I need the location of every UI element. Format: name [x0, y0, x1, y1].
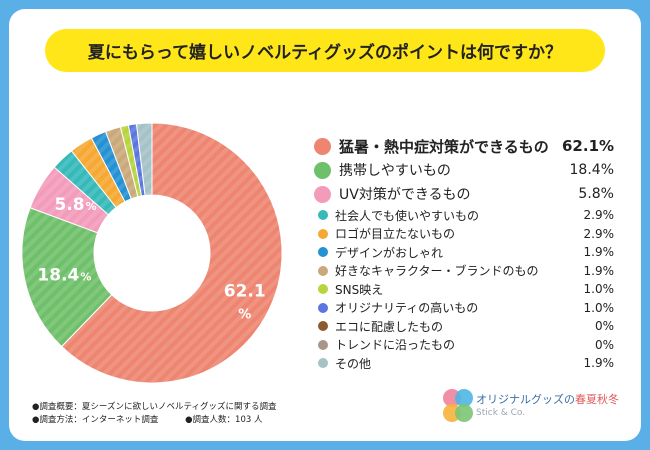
slice-unit-1: % — [80, 270, 91, 283]
legend-dot-7 — [318, 284, 328, 294]
legend-label-0: 猛暑・熱中症対策ができるもの — [339, 137, 549, 156]
legend-dot-11 — [318, 358, 328, 368]
brand-name-accent: 春夏秋冬 — [575, 393, 619, 406]
slice-pattern-5 — [91, 131, 132, 202]
legend-label-7: SNS映え — [335, 282, 384, 297]
slice-pattern-2 — [30, 167, 109, 233]
legend-label-11: その他 — [335, 356, 372, 371]
slice-pattern-8 — [128, 123, 146, 196]
slice-pattern-11 — [136, 123, 152, 196]
legend-value-8: 1.0% — [583, 300, 615, 315]
legend-value-6: 1.9% — [583, 263, 615, 278]
slice-label-0: 62.1 — [224, 281, 266, 301]
slice-pattern-4 — [71, 137, 125, 208]
legend-label-8: オリジナリティの高いもの — [335, 301, 479, 315]
logo-circle-summer — [455, 389, 473, 407]
legend-value-10: 0% — [594, 337, 614, 352]
legend-dot-5 — [318, 247, 328, 257]
legend-dot-2 — [314, 185, 331, 203]
legend-dot-1 — [314, 161, 331, 179]
legend-label-1: 携帯しやすいもの — [339, 163, 451, 179]
survey-overview: ●調査概要：夏シーズンに欲しいノベルティグッズに関する調査 — [32, 402, 277, 412]
legend-value-4: 2.9% — [583, 226, 615, 241]
slice-label-2: 5.8 — [55, 195, 85, 215]
legend-label-6: 好きなキャラクター・ブランドのもの — [335, 264, 539, 278]
legend-dot-10 — [318, 339, 328, 350]
legend-item-11: その他 1.9% — [318, 355, 614, 371]
legend-value-9: 0% — [594, 319, 614, 333]
brand-name: オリジナルグッズの春夏秋冬 — [476, 391, 619, 407]
legend-value-1: 18.4% — [569, 162, 614, 178]
legend-item-0: 猛暑・熱中症対策ができるもの 62.1% — [314, 136, 614, 156]
legend-item-3: 社会人でも使いやすいもの 2.9% — [318, 207, 614, 223]
legend-dot-6 — [318, 265, 328, 276]
survey-count: ●調査人数：103 人 — [185, 415, 263, 425]
legend-item-7: SNS映え 1.0% — [318, 281, 614, 297]
page-title: 夏にもらって嬉しいノベルティグッズのポイントは何ですか？ — [45, 29, 605, 72]
legend-item-10: トレンドに沿ったもの 0% — [318, 337, 614, 353]
legend-value-7: 1.0% — [583, 282, 615, 296]
legend-label-2: UV対策ができるもの — [339, 187, 471, 203]
legend-item-1: 携帯しやすいもの 18.4% — [314, 160, 614, 180]
slice-unit-2: % — [86, 200, 97, 213]
slice-unit-0: % — [238, 307, 251, 322]
legend-item-9: エコに配慮したもの 0% — [318, 318, 614, 334]
slice-label-1: 18.4 — [37, 265, 79, 285]
legend-label-4: ロゴが目立たないもの — [335, 227, 456, 241]
legend-item-4: ロゴが目立たないもの 2.9% — [318, 226, 614, 242]
legend-value-5: 1.9% — [583, 245, 615, 259]
legend-value-3: 2.9% — [583, 208, 615, 222]
slice-pattern-1 — [22, 207, 112, 347]
legend-dot-4 — [318, 228, 328, 239]
legend-dot-0 — [314, 137, 331, 155]
slice-pattern-0 — [61, 123, 282, 383]
legend-dot-3 — [318, 210, 328, 220]
slice-pattern-7 — [120, 125, 142, 197]
logo-circle-winter — [455, 404, 473, 422]
legend-item-8: オリジナリティの高いもの 1.0% — [318, 300, 614, 316]
survey-notes: ●調査概要：夏シーズンに欲しいノベルティグッズに関する調査 ●調査方法：インター… — [32, 401, 286, 427]
legend-label-9: エコに配慮したもの — [335, 319, 444, 334]
legend-value-11: 1.9% — [583, 356, 615, 370]
legend-label-3: 社会人でも使いやすいもの — [335, 208, 480, 223]
legend-item-6: 好きなキャラクター・ブランドのもの 1.9% — [318, 263, 614, 279]
brand-sub: Stick & Co. — [476, 408, 526, 418]
legend-item-2: UV対策ができるもの 5.8% — [314, 184, 614, 204]
legend-item-5: デザインがおしゃれ 1.9% — [318, 244, 614, 260]
legend-label-5: デザインがおしゃれ — [335, 245, 444, 260]
slice-pattern-6 — [105, 126, 138, 199]
legend-dot-8 — [318, 302, 328, 313]
slice-pattern-3 — [54, 150, 117, 215]
legend-dot-9 — [318, 321, 328, 331]
legend-value-0: 62.1% — [562, 137, 615, 155]
brand-name-prefix: オリジナルグッズの — [476, 393, 575, 406]
brand-logo — [443, 389, 473, 422]
survey-method: ●調査方法：インターネット調査 — [32, 415, 159, 425]
legend-value-2: 5.8% — [578, 186, 614, 202]
legend-label-10: トレンドに沿ったもの — [335, 338, 456, 352]
